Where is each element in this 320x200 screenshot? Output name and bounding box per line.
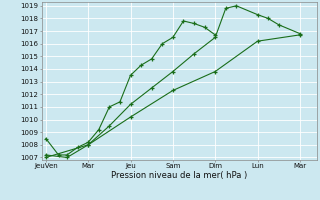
X-axis label: Pression niveau de la mer( hPa ): Pression niveau de la mer( hPa ) bbox=[111, 171, 247, 180]
